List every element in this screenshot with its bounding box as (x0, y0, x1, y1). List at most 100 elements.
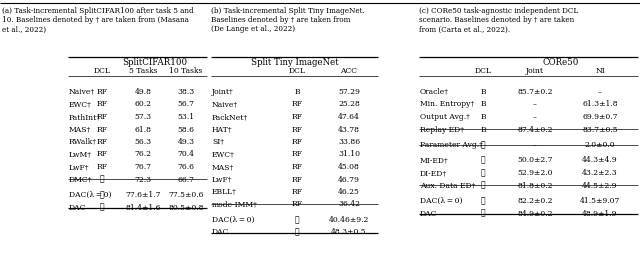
Text: DAC: DAC (69, 204, 86, 211)
Text: B: B (480, 88, 486, 96)
Text: LwM†: LwM† (69, 150, 92, 159)
Text: 77.6±1.7: 77.6±1.7 (125, 191, 161, 199)
Text: RF: RF (291, 138, 303, 146)
Text: ✓: ✓ (100, 204, 104, 211)
Text: RF: RF (97, 88, 108, 96)
Text: 50.0±2.7: 50.0±2.7 (517, 156, 553, 164)
Text: 48.3±0.5: 48.3±0.5 (331, 229, 367, 236)
Text: 60.2: 60.2 (134, 100, 152, 109)
Text: DI-ED†: DI-ED† (420, 169, 447, 177)
Text: SI†: SI† (212, 138, 224, 146)
Text: (b) Task-incremental Split Tiny ImageNet.
Baselines denoted by † are taken from
: (b) Task-incremental Split Tiny ImageNet… (211, 7, 365, 33)
Text: 57.29: 57.29 (338, 88, 360, 96)
Text: DCL: DCL (475, 67, 492, 75)
Text: Naive†: Naive† (69, 88, 95, 96)
Text: DAC(λ = 0): DAC(λ = 0) (69, 191, 111, 199)
Text: 43.2±2.3: 43.2±2.3 (582, 169, 618, 177)
Text: Output Avg.†: Output Avg.† (420, 113, 470, 121)
Text: B: B (480, 100, 486, 109)
Text: 77.5±0.6: 77.5±0.6 (168, 191, 204, 199)
Text: 83.7±0.5: 83.7±0.5 (582, 125, 618, 134)
Text: ✓: ✓ (481, 181, 485, 190)
Text: 81.4±1.6: 81.4±1.6 (125, 204, 161, 211)
Text: PackNet†: PackNet† (212, 113, 248, 121)
Text: Oracle†: Oracle† (420, 88, 449, 96)
Text: 43.78: 43.78 (338, 125, 360, 134)
Text: RF: RF (97, 113, 108, 121)
Text: 38.3: 38.3 (177, 88, 195, 96)
Text: 5 Tasks: 5 Tasks (129, 67, 157, 75)
Text: 56.7: 56.7 (177, 100, 195, 109)
Text: 70.4: 70.4 (177, 150, 195, 159)
Text: B: B (294, 88, 300, 96)
Text: DAC: DAC (212, 229, 229, 236)
Text: (c) CORe50 task-agnostic independent DCL
scenario. Baselines denoted by † are ta: (c) CORe50 task-agnostic independent DCL… (419, 7, 579, 33)
Text: ✓: ✓ (294, 229, 300, 236)
Text: 84.9±0.2: 84.9±0.2 (517, 210, 553, 218)
Text: ✓: ✓ (481, 197, 485, 205)
Text: RF: RF (97, 100, 108, 109)
Text: CORe50: CORe50 (542, 58, 579, 67)
Text: RWalk†: RWalk† (69, 138, 97, 146)
Text: 56.3: 56.3 (134, 138, 152, 146)
Text: EWC†: EWC† (212, 150, 235, 159)
Text: ✓: ✓ (481, 141, 485, 149)
Text: LwF†: LwF† (69, 163, 90, 171)
Text: RF: RF (291, 175, 303, 184)
Text: ✓: ✓ (294, 216, 300, 224)
Text: EWC†: EWC† (69, 100, 92, 109)
Text: –: – (533, 113, 537, 121)
Text: DAC(λ = 0): DAC(λ = 0) (212, 216, 255, 224)
Text: DAC: DAC (420, 210, 437, 218)
Text: RF: RF (291, 125, 303, 134)
Text: NI: NI (595, 67, 605, 75)
Text: MAS†: MAS† (69, 125, 92, 134)
Text: 85.7±0.2: 85.7±0.2 (517, 88, 553, 96)
Text: 40.46±9.2: 40.46±9.2 (329, 216, 369, 224)
Text: 10 Tasks: 10 Tasks (170, 67, 203, 75)
Text: Min. Entropy†: Min. Entropy† (420, 100, 474, 109)
Text: 41.5±9.07: 41.5±9.07 (580, 197, 620, 205)
Text: Joint†: Joint† (212, 88, 234, 96)
Text: Split Tiny ImageNet: Split Tiny ImageNet (251, 58, 339, 67)
Text: –: – (598, 88, 602, 96)
Text: ✓: ✓ (100, 191, 104, 199)
Text: HAT†: HAT† (212, 125, 232, 134)
Text: DAC(λ = 0): DAC(λ = 0) (420, 197, 463, 205)
Text: 61.8: 61.8 (134, 125, 152, 134)
Text: ✓: ✓ (481, 169, 485, 177)
Text: EBLL†: EBLL† (212, 188, 237, 196)
Text: 46.79: 46.79 (338, 175, 360, 184)
Text: 44.3±4.9: 44.3±4.9 (582, 156, 618, 164)
Text: 53.1: 53.1 (177, 113, 195, 121)
Text: DMC†: DMC† (69, 175, 92, 184)
Text: RF: RF (97, 150, 108, 159)
Text: RF: RF (97, 138, 108, 146)
Text: MI-ED†: MI-ED† (420, 156, 449, 164)
Text: 80.5±0.8: 80.5±0.8 (168, 204, 204, 211)
Text: Joint: Joint (526, 67, 544, 75)
Text: 2.0±0.0: 2.0±0.0 (585, 141, 615, 149)
Text: 76.2: 76.2 (134, 150, 152, 159)
Text: 33.86: 33.86 (338, 138, 360, 146)
Text: 82.2±0.2: 82.2±0.2 (517, 197, 553, 205)
Text: ✓: ✓ (481, 210, 485, 218)
Text: DCL: DCL (93, 67, 111, 75)
Text: B: B (480, 125, 486, 134)
Text: 76.7: 76.7 (134, 163, 152, 171)
Text: RF: RF (291, 113, 303, 121)
Text: 76.6: 76.6 (177, 163, 195, 171)
Text: 46.25: 46.25 (338, 188, 360, 196)
Text: 69.9±0.7: 69.9±0.7 (582, 113, 618, 121)
Text: 47.64: 47.64 (338, 113, 360, 121)
Text: 61.3±1.8: 61.3±1.8 (582, 100, 618, 109)
Text: 81.8±0.2: 81.8±0.2 (517, 181, 553, 190)
Text: 36.42: 36.42 (338, 200, 360, 209)
Text: SplitCIFAR100: SplitCIFAR100 (122, 58, 187, 67)
Text: mode-IMM†: mode-IMM† (212, 200, 258, 209)
Text: 57.3: 57.3 (134, 113, 152, 121)
Text: RF: RF (291, 163, 303, 171)
Text: B: B (480, 113, 486, 121)
Text: LwF†: LwF† (212, 175, 232, 184)
Text: RF: RF (291, 100, 303, 109)
